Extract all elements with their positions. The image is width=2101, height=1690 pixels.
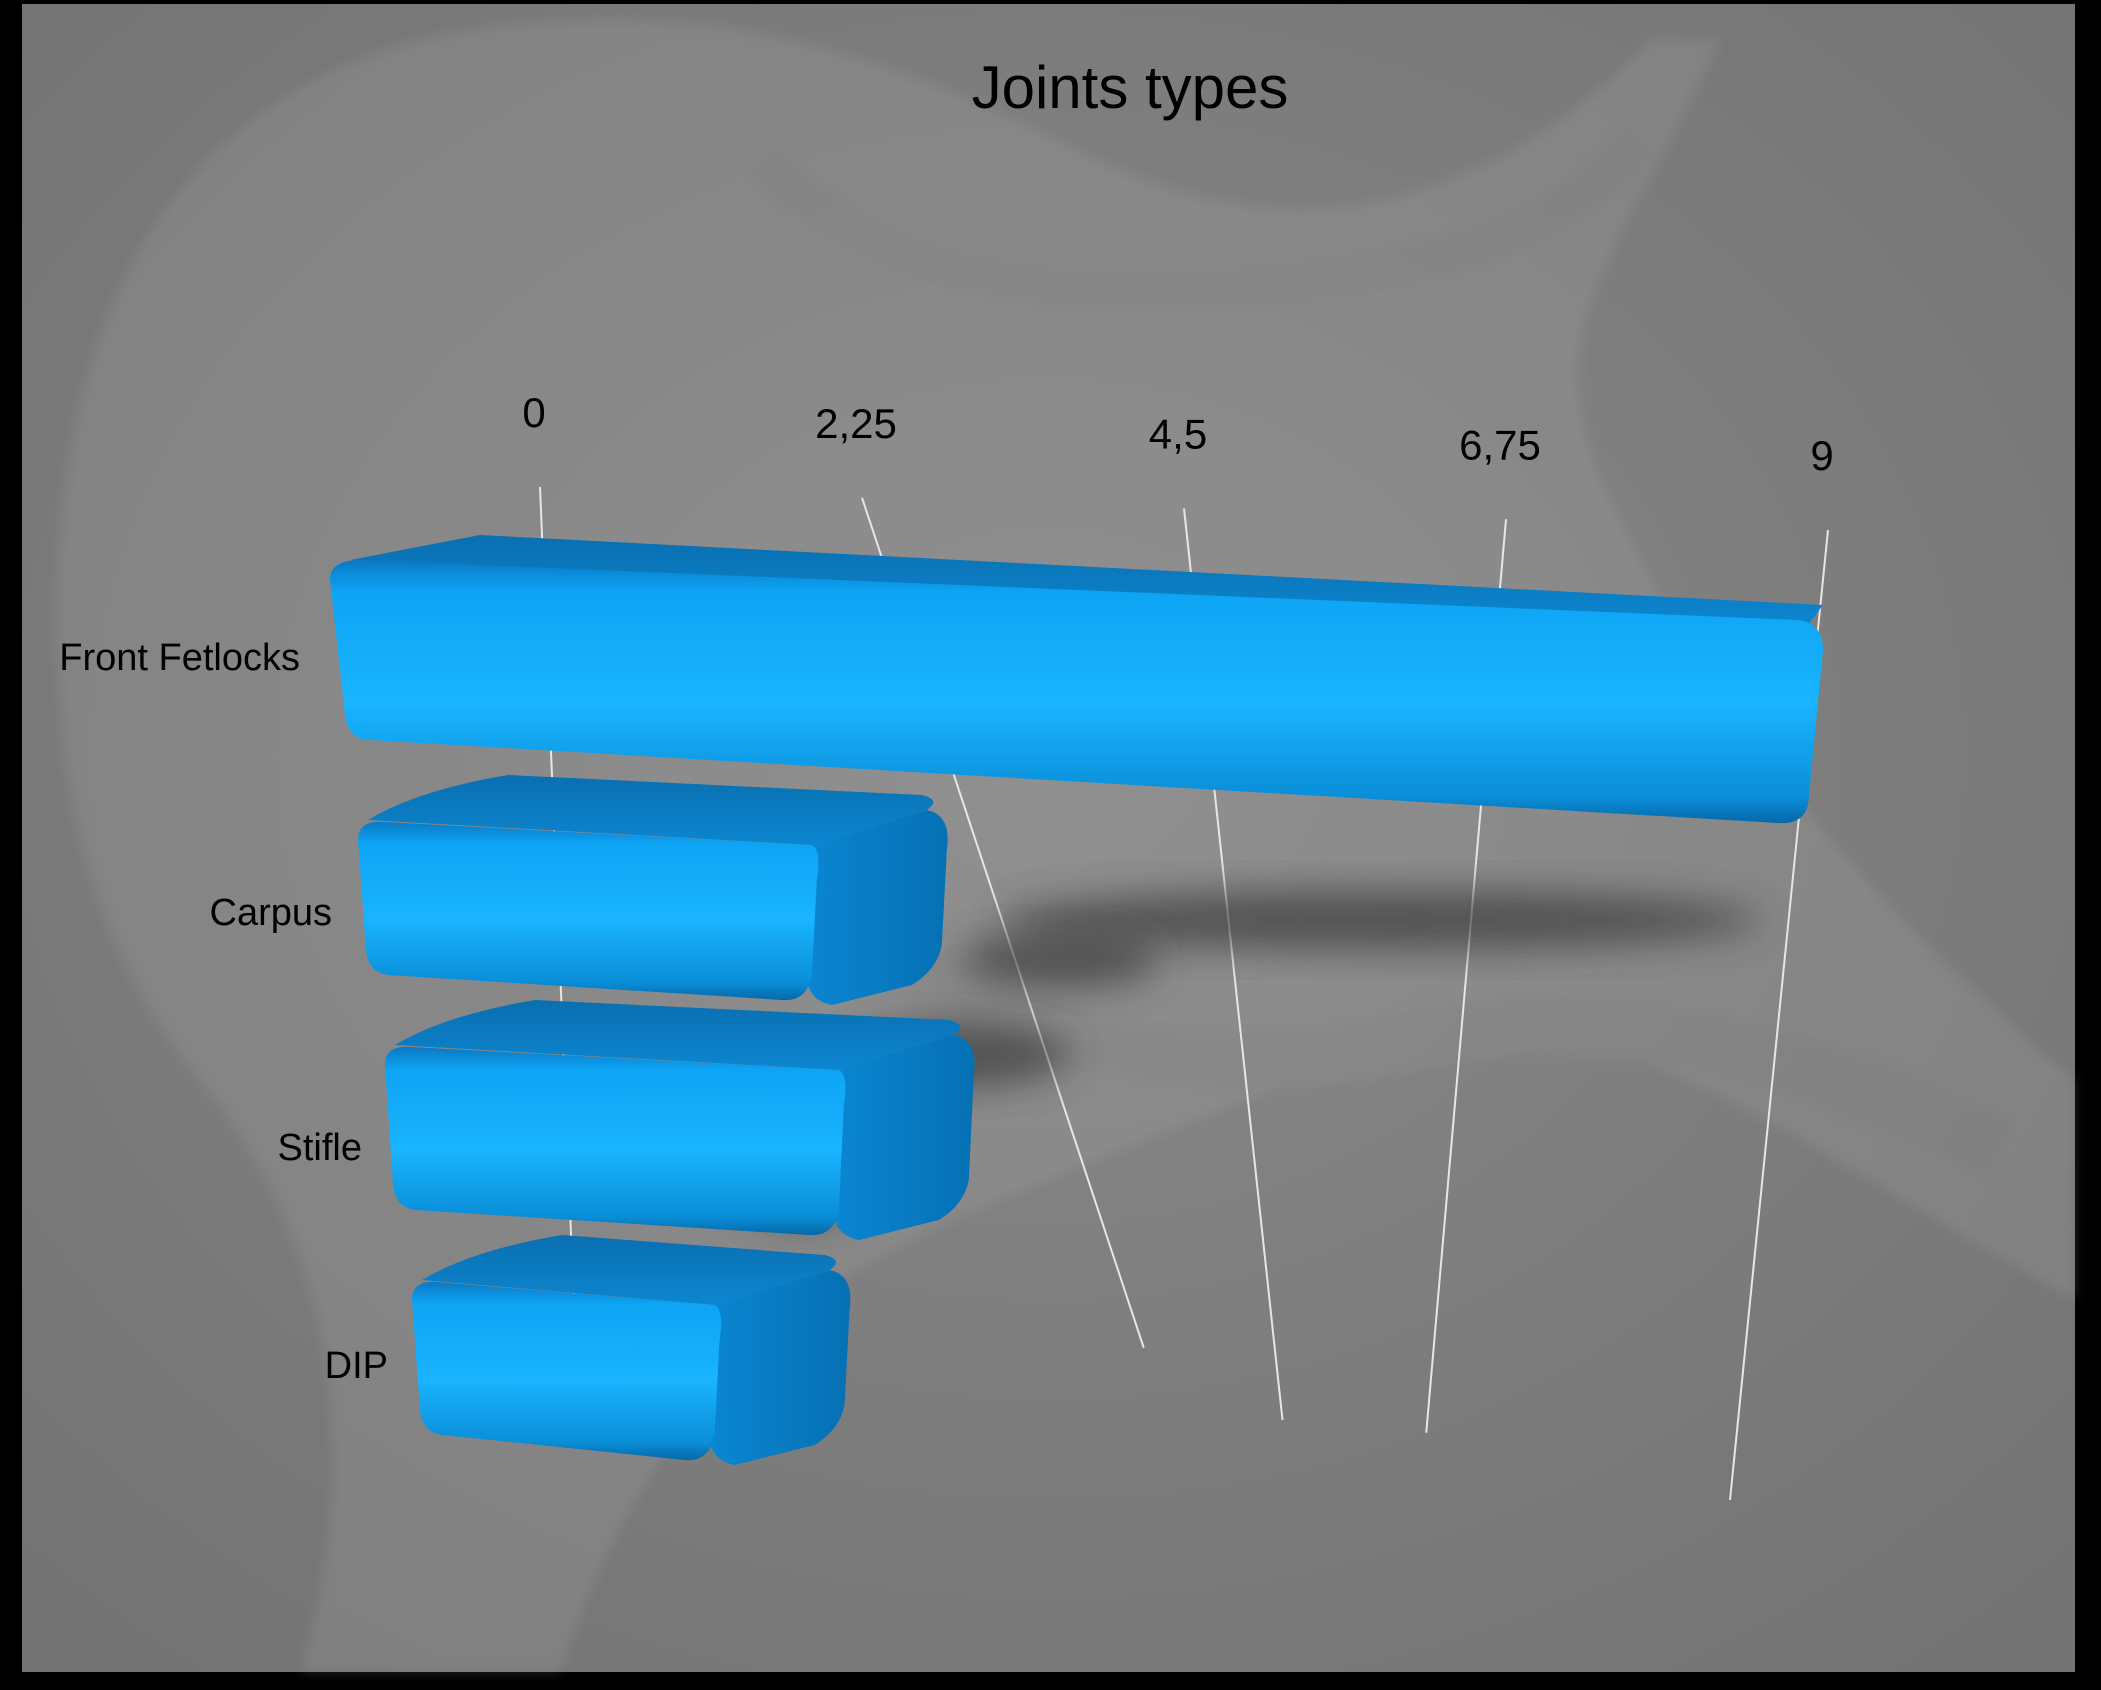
bar-1-top	[368, 775, 934, 845]
bar-2-top	[395, 1000, 961, 1070]
bar-1-front	[358, 821, 819, 1001]
x-tick-label-0: 0	[522, 389, 545, 436]
bar-2	[385, 1000, 975, 1240]
category-label-0: Front Fetlocks	[59, 637, 300, 679]
bars	[330, 535, 1823, 1465]
x-tick-label-1: 2,25	[815, 400, 897, 447]
bar-2-front	[385, 1046, 846, 1236]
bar-shadow-0	[1000, 890, 1760, 950]
x-tick-label-4: 9	[1810, 432, 1833, 479]
category-label-2: Stifle	[278, 1127, 362, 1169]
category-labels: Front Fetlocks Carpus Stifle DIP	[59, 637, 388, 1387]
bar-3-top	[422, 1235, 836, 1305]
bar-3-end	[709, 1270, 851, 1465]
category-label-1: Carpus	[210, 892, 333, 934]
bar-1-end	[806, 810, 948, 1005]
bar-2-end	[833, 1035, 975, 1240]
category-label-3: DIP	[325, 1345, 388, 1387]
bar-3	[412, 1235, 851, 1465]
bar-shadow-1	[960, 932, 1160, 988]
x-tick-label-3: 6,75	[1459, 421, 1541, 468]
bar-3-front	[412, 1281, 722, 1461]
x-axis-tick-labels: 0 2,25 4,5 6,75 9	[522, 389, 1833, 479]
x-tick-label-2: 4,5	[1149, 411, 1207, 458]
bar-0	[330, 535, 1823, 824]
bar-0-top	[350, 535, 1823, 625]
bar-1	[358, 775, 948, 1005]
chart-title: Joints types	[972, 54, 1289, 121]
bar-0-front	[330, 560, 1823, 824]
